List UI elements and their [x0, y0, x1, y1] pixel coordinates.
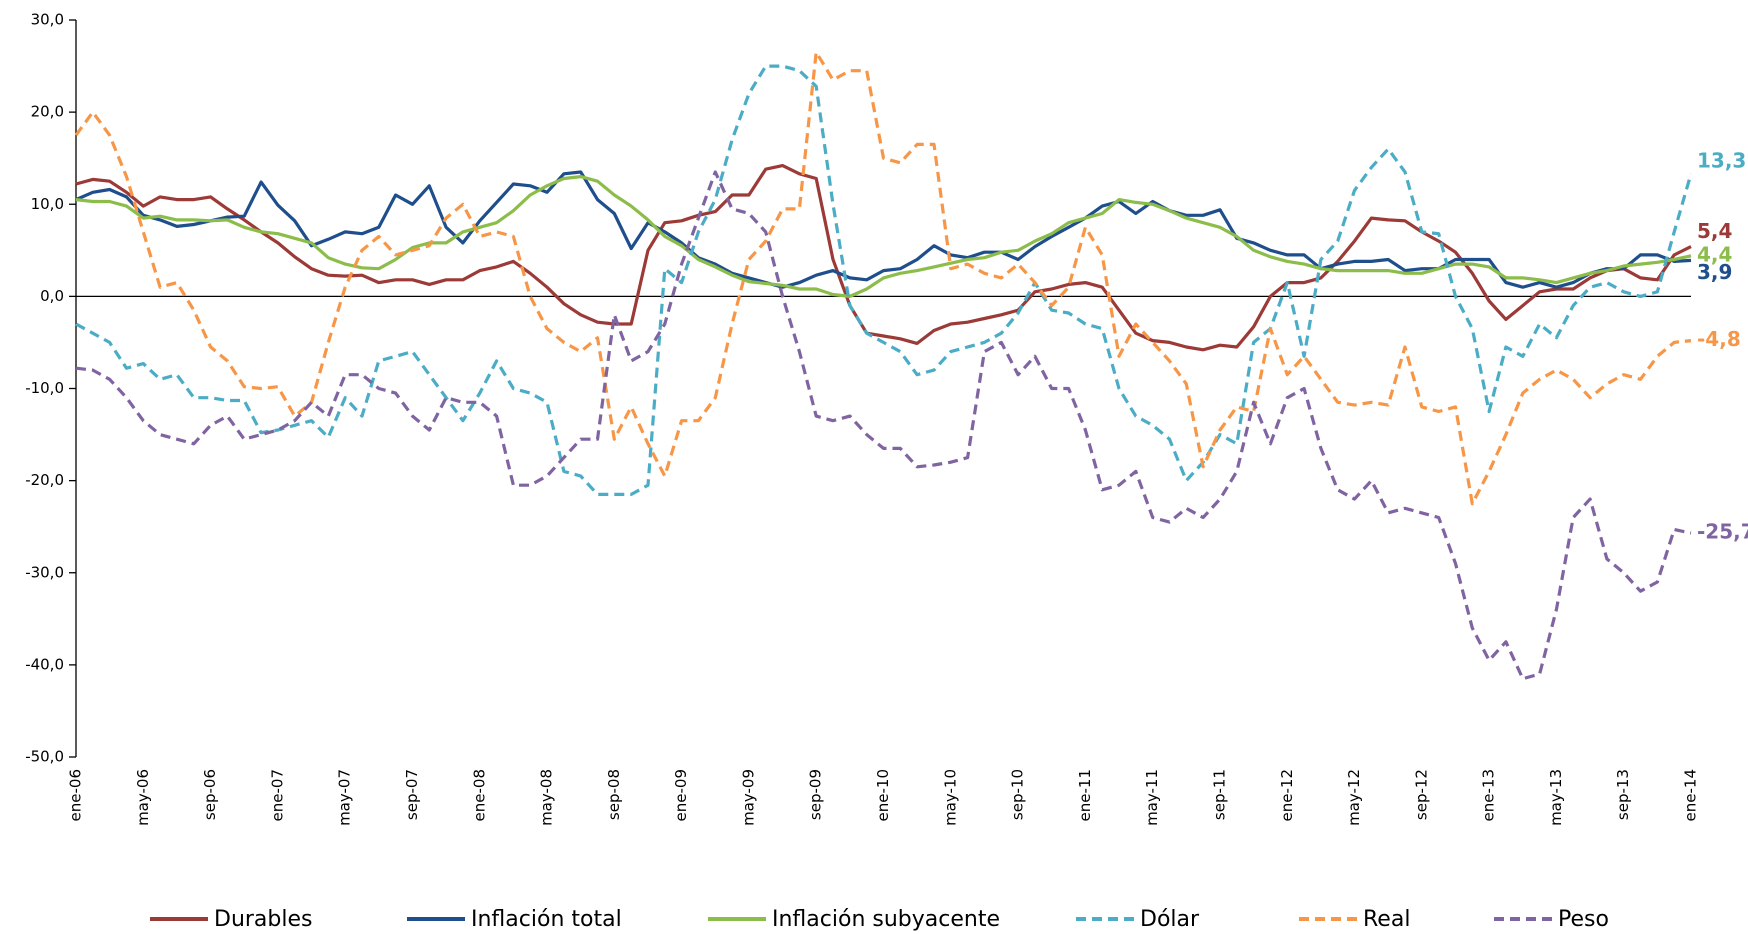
x-tick-label: may-12: [1345, 769, 1363, 826]
x-tick-label: may-09: [739, 769, 757, 826]
x-tick-label: sep-12: [1412, 769, 1430, 820]
legend-label: Real: [1363, 907, 1410, 932]
value-label: 3,9: [1697, 260, 1732, 284]
x-tick-label: sep-07: [403, 769, 421, 820]
x-tick-label: sep-13: [1614, 769, 1632, 820]
y-tick-label: -20,0: [25, 471, 64, 489]
series-line: [75, 175, 1692, 298]
x-tick-label: ene-09: [672, 769, 690, 821]
x-tick-label: ene-08: [470, 769, 488, 821]
x-tick-label: ene-14: [1682, 769, 1700, 821]
y-tick-label: -30,0: [25, 563, 64, 581]
series-line: [75, 64, 1693, 496]
legend-label: Inflación subyacente: [772, 907, 1000, 932]
y-tick-label: 0,0: [40, 287, 64, 305]
x-tick-label: sep-09: [807, 769, 825, 820]
x-tick-label: sep-08: [605, 769, 623, 820]
x-tick-label: sep-11: [1210, 769, 1228, 820]
x-tick-label: may-08: [538, 769, 556, 826]
value-label: 13,3: [1697, 148, 1746, 172]
legend-label: Inflación total: [471, 907, 622, 932]
value-label: -4,8: [1697, 327, 1741, 351]
series-line: [75, 170, 1692, 681]
x-tick-label: sep-06: [201, 769, 219, 820]
legend-label: Dólar: [1140, 907, 1200, 932]
value-label: 4,4: [1697, 242, 1732, 266]
x-tick-label: ene-07: [268, 769, 286, 821]
y-tick-label: -10,0: [25, 379, 64, 397]
value-label: 5,4: [1697, 219, 1732, 243]
x-tick-label: sep-10: [1009, 769, 1027, 820]
x-tick-label: ene-10: [874, 769, 892, 821]
series-line: [75, 170, 1692, 289]
y-tick-label: -40,0: [25, 655, 64, 673]
x-tick-label: ene-06: [67, 769, 85, 821]
x-tick-label: may-13: [1547, 769, 1565, 826]
series-line: [75, 164, 1692, 352]
y-tick-label: 30,0: [31, 11, 64, 29]
value-label: -25,7: [1697, 520, 1748, 544]
y-tick-label: 10,0: [31, 195, 64, 213]
x-tick-label: may-06: [134, 769, 152, 826]
x-tick-label: ene-11: [1076, 769, 1094, 821]
y-tick-label: 20,0: [31, 103, 64, 121]
x-tick-label: may-11: [1143, 769, 1161, 826]
x-tick-label: may-07: [336, 769, 354, 826]
series-line: [74, 50, 1692, 506]
legend-label: Peso: [1558, 907, 1609, 932]
y-tick-label: -50,0: [25, 748, 64, 766]
x-tick-label: ene-12: [1278, 769, 1296, 821]
x-tick-label: may-10: [941, 769, 959, 826]
legend-label: Durables: [214, 907, 312, 932]
x-tick-label: ene-13: [1480, 769, 1498, 821]
